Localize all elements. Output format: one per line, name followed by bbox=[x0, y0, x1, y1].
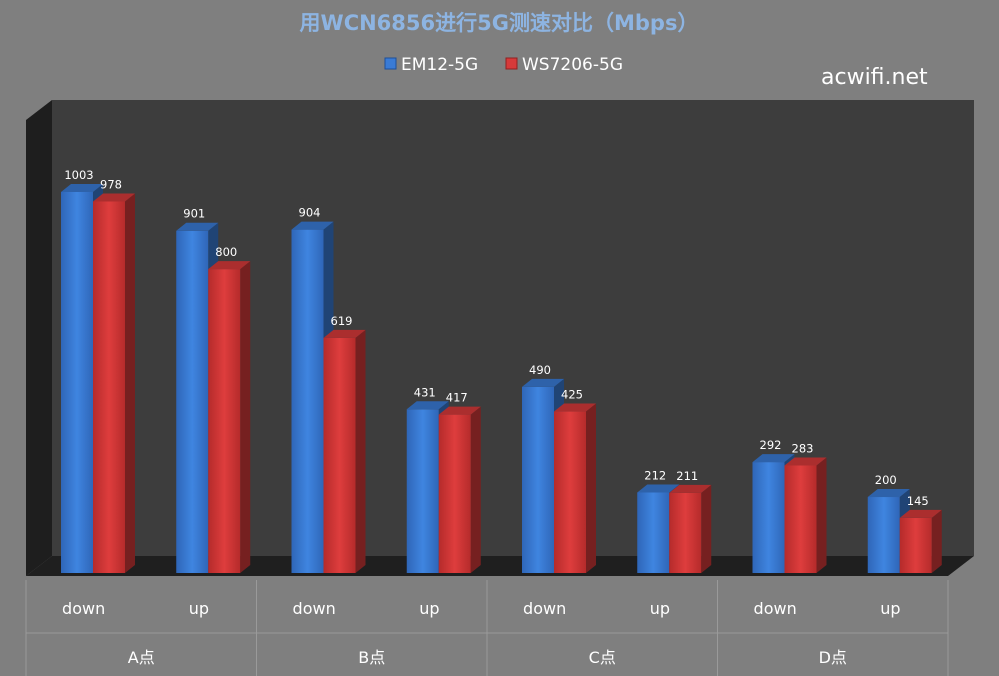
legend-label-ws7206: WS7206-5G bbox=[522, 55, 623, 75]
plot-side-wall bbox=[26, 100, 52, 576]
bar-front bbox=[406, 409, 439, 573]
value-label: 425 bbox=[561, 388, 583, 402]
bar-ws7206-6 bbox=[784, 457, 827, 573]
group-label: D点 bbox=[819, 648, 847, 667]
bar-front bbox=[784, 465, 817, 573]
group-label: B点 bbox=[358, 648, 385, 667]
bar-ws7206-3 bbox=[438, 406, 481, 573]
bar-ws7206-4 bbox=[554, 403, 596, 573]
value-label: 211 bbox=[676, 469, 698, 483]
bar-top bbox=[637, 484, 680, 493]
bar-top bbox=[176, 222, 219, 231]
legend-swatch-ws7206 bbox=[505, 57, 518, 70]
legend: EM12-5G WS7206-5G bbox=[384, 55, 623, 75]
bar-front bbox=[752, 462, 785, 573]
legend-swatch-em12 bbox=[384, 57, 397, 70]
bar-side bbox=[355, 329, 366, 573]
bar-side bbox=[816, 457, 827, 573]
plot-floor bbox=[26, 556, 974, 576]
legend-label-em12: EM12-5G bbox=[401, 55, 478, 75]
x-tick-label: up bbox=[189, 599, 209, 618]
x-tick-label: down bbox=[523, 599, 566, 618]
bar-front bbox=[93, 201, 125, 573]
value-label: 800 bbox=[215, 245, 237, 259]
value-label: 212 bbox=[644, 468, 666, 482]
value-label: 904 bbox=[299, 206, 321, 220]
category-axis: down up down up down up down up A点 B点 C点 D点 bbox=[25, 580, 949, 676]
value-label: 145 bbox=[907, 494, 929, 508]
bar-front bbox=[438, 414, 471, 573]
value-label: 490 bbox=[529, 363, 551, 377]
bar-ws7206-1 bbox=[208, 261, 251, 573]
bar-front bbox=[669, 492, 702, 573]
bar-ws7206-7 bbox=[899, 509, 942, 573]
value-label: 1003 bbox=[64, 168, 93, 182]
bar-top bbox=[867, 489, 910, 498]
bar-top bbox=[406, 401, 449, 410]
value-label: 619 bbox=[331, 314, 353, 328]
group-label: C点 bbox=[589, 648, 616, 667]
value-label: 978 bbox=[100, 177, 122, 191]
x-tick-label: down bbox=[62, 599, 105, 618]
bar-front bbox=[176, 230, 209, 573]
bar-top bbox=[752, 454, 795, 463]
value-label: 901 bbox=[183, 207, 205, 221]
group-label: A点 bbox=[128, 648, 155, 667]
bar-ws7206-2 bbox=[323, 329, 366, 573]
chart-title: 用WCN6856进行5G测速对比（Mbps） bbox=[300, 11, 699, 35]
bar-ws7206-5 bbox=[669, 484, 712, 573]
bar-front bbox=[61, 192, 93, 573]
bar-front bbox=[291, 229, 324, 573]
bar-top bbox=[61, 184, 103, 192]
bar-side bbox=[125, 193, 135, 573]
x-tick-label: up bbox=[650, 599, 670, 618]
bar-side bbox=[240, 261, 251, 573]
bars: 1003 978 901 800 904 619 431 417 490 425 212 211 292… bbox=[61, 168, 942, 573]
x-tick-label: up bbox=[419, 599, 439, 618]
bar-ws7206-0 bbox=[93, 193, 135, 573]
value-label: 200 bbox=[875, 473, 897, 487]
bar-top bbox=[899, 509, 942, 518]
bar-top bbox=[93, 193, 135, 202]
bar-top bbox=[208, 261, 251, 270]
watermark: acwifi.net bbox=[821, 65, 928, 90]
x-tick-label: up bbox=[880, 599, 900, 618]
value-label: 283 bbox=[792, 441, 814, 455]
bar-top bbox=[522, 378, 564, 387]
bar-side bbox=[701, 484, 712, 573]
bar-top bbox=[323, 329, 366, 338]
bar-top bbox=[291, 221, 334, 230]
x-tick-label: down bbox=[754, 599, 797, 618]
bar-top bbox=[669, 484, 712, 493]
bar-front bbox=[554, 411, 586, 573]
bar-front bbox=[899, 517, 932, 573]
bar-front bbox=[323, 337, 356, 573]
value-label: 417 bbox=[446, 391, 468, 405]
bar-top bbox=[554, 403, 596, 412]
bar-front bbox=[522, 386, 554, 573]
bar-side bbox=[470, 406, 481, 573]
value-label: 431 bbox=[414, 385, 436, 399]
value-label: 292 bbox=[760, 438, 782, 452]
bar-side bbox=[931, 509, 942, 573]
bar-front bbox=[208, 269, 241, 573]
bar-front bbox=[867, 497, 900, 573]
bar-front bbox=[637, 492, 670, 573]
bar-top bbox=[438, 406, 481, 415]
bar-side bbox=[586, 403, 596, 573]
x-tick-label: down bbox=[293, 599, 336, 618]
bar-top bbox=[784, 457, 827, 466]
